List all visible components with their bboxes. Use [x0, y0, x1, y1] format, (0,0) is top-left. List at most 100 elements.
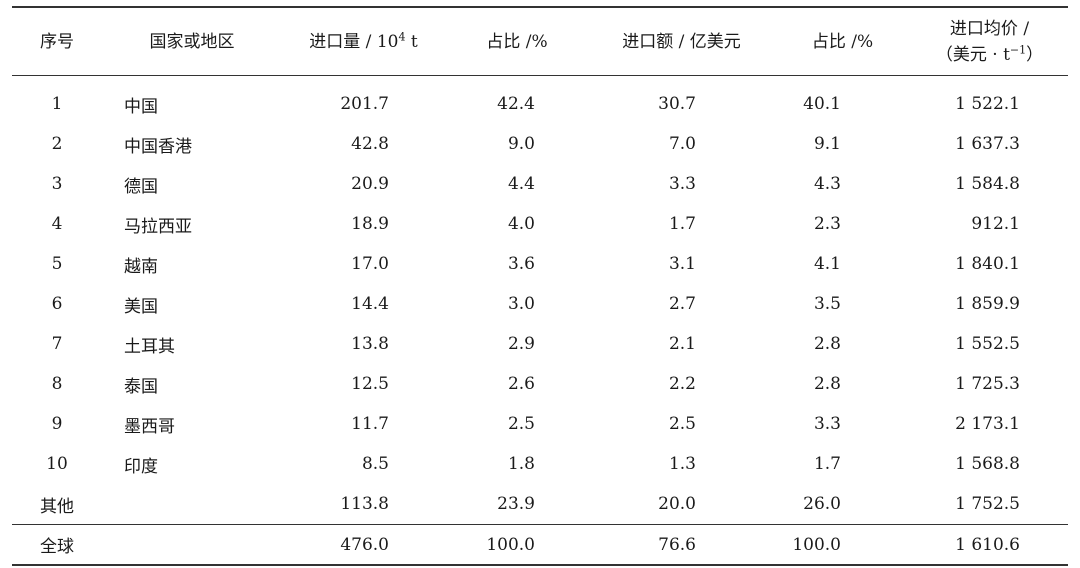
- cell-amount-share: 9.1: [813, 134, 841, 154]
- cell-volume-share: 23.9: [497, 494, 535, 514]
- total-amount: 76.6: [658, 534, 696, 555]
- cell-volume: 201.7: [340, 94, 389, 114]
- table-row: 6 美国 14.4 3.0 2.7 3.5 1 859.9: [12, 284, 1068, 324]
- cell-amount-share: 3.3: [813, 414, 841, 434]
- cell-amount-share: 1.7: [813, 454, 841, 474]
- cell-region: 中国: [124, 96, 158, 117]
- table-row: 10 印度 8.5 1.8 1.3 1.7 1 568.8: [12, 444, 1068, 484]
- header-amount: 进口额 / 亿美元: [622, 31, 741, 52]
- cell-volume: 13.8: [351, 334, 389, 354]
- table-row: 4 马拉西亚 18.9 4.0 1.7 2.3 912.1: [12, 204, 1068, 244]
- cell-volume: 11.7: [351, 414, 389, 434]
- cell-amount: 1.3: [668, 454, 696, 474]
- data-table-body: 1 中国 201.7 42.4 30.7 40.1 1 522.1 2 中国香港 42.8 9.0 7…: [12, 76, 1068, 524]
- total-volume: 476.0: [340, 534, 389, 555]
- cell-amount: 2.7: [668, 294, 696, 314]
- cell-amount: 2.5: [668, 414, 696, 434]
- cell-volume-share: 4.0: [507, 214, 535, 234]
- table-row: 5 越南 17.0 3.6 3.1 4.1 1 840.1: [12, 244, 1068, 284]
- total-price: 1 610.6: [955, 534, 1020, 555]
- table-row: 9 墨西哥 11.7 2.5 2.5 3.3 2 173.1: [12, 404, 1068, 444]
- total-amount-share: 100.0: [792, 534, 841, 555]
- cell-amount-share: 2.8: [813, 334, 841, 354]
- header-volume-suffix: t: [405, 31, 418, 52]
- header-price-line2-suffix: ）: [1026, 44, 1044, 65]
- import-table: 序号 国家或地区 进口量 / 104 t 占比 /% 进口额 / 亿美元 占比 …: [12, 6, 1068, 566]
- cell-index: 5: [51, 254, 63, 274]
- header-index: 序号: [40, 31, 74, 52]
- cell-amount: 3.1: [668, 254, 696, 274]
- header-rule: [12, 75, 1068, 76]
- cell-price: 1 568.8: [955, 454, 1020, 474]
- cell-price: 1 552.5: [955, 334, 1020, 354]
- header-region: 国家或地区: [149, 31, 235, 52]
- cell-volume-share: 42.4: [497, 94, 535, 114]
- cell-amount-share: 2.8: [813, 374, 841, 394]
- cell-region: 土耳其: [124, 336, 175, 357]
- table-row: 1 中国 201.7 42.4 30.7 40.1 1 522.1: [12, 84, 1068, 124]
- cell-volume-share: 3.6: [507, 254, 535, 274]
- cell-price: 1 584.8: [955, 174, 1020, 194]
- cell-price: 1 522.1: [955, 94, 1020, 114]
- cell-price: 1 840.1: [955, 254, 1020, 274]
- cell-index: 9: [51, 414, 63, 434]
- cell-price: 1 752.5: [955, 494, 1020, 514]
- table-row: 7 土耳其 13.8 2.9 2.1 2.8 1 552.5: [12, 324, 1068, 364]
- cell-index: 其他: [40, 496, 74, 517]
- cell-volume-share: 3.0: [507, 294, 535, 314]
- cell-price: 1 859.9: [955, 294, 1020, 314]
- cell-volume: 18.9: [351, 214, 389, 234]
- header-volume-share: 占比 /%: [486, 31, 548, 52]
- cell-amount: 30.7: [658, 94, 696, 114]
- cell-amount-share: 40.1: [803, 94, 841, 114]
- cell-volume: 20.9: [351, 174, 389, 194]
- cell-amount: 7.0: [668, 134, 696, 154]
- cell-volume-share: 2.5: [507, 414, 535, 434]
- header-volume-prefix: 进口量 / 10: [309, 31, 399, 52]
- cell-volume: 113.8: [340, 494, 389, 514]
- cell-volume-share: 2.6: [507, 374, 535, 394]
- table-row: 2 中国香港 42.8 9.0 7.0 9.1 1 637.3: [12, 124, 1068, 164]
- cell-region: 墨西哥: [124, 416, 175, 437]
- cell-index: 6: [51, 294, 63, 314]
- cell-price: 2 173.1: [955, 414, 1020, 434]
- table-row: 其他 113.8 23.9 20.0 26.0 1 752.5: [12, 484, 1068, 524]
- table-row: 3 德国 20.9 4.4 3.3 4.3 1 584.8: [12, 164, 1068, 204]
- cell-amount-share: 4.1: [813, 254, 841, 274]
- total-rule: [12, 524, 1068, 525]
- cell-volume: 12.5: [351, 374, 389, 394]
- cell-volume-share: 1.8: [507, 454, 535, 474]
- cell-region: 越南: [124, 256, 158, 277]
- cell-amount-share: 4.3: [813, 174, 841, 194]
- cell-region: 印度: [124, 456, 158, 477]
- cell-volume: 14.4: [351, 294, 389, 314]
- cell-region: 泰国: [124, 376, 158, 397]
- cell-amount: 3.3: [668, 174, 696, 194]
- table-body: 1 中国 201.7 42.4 30.7 40.1 1 522.1 2 中国香港 42.8 9.0 7…: [12, 76, 1068, 524]
- cell-volume: 8.5: [361, 454, 389, 474]
- cell-volume-share: 9.0: [507, 134, 535, 154]
- data-table: 序号 国家或地区 进口量 / 104 t 占比 /% 进口额 / 亿美元 占比 …: [12, 8, 1068, 75]
- cell-volume-share: 4.4: [507, 174, 535, 194]
- cell-amount: 1.7: [668, 214, 696, 234]
- header-price-line2-prefix: （美元 · t: [935, 44, 1010, 65]
- cell-amount-share: 2.3: [813, 214, 841, 234]
- header-price-line2: （美元 · t−1）: [911, 42, 1068, 68]
- cell-region: 美国: [124, 296, 158, 317]
- bottom-rule: [12, 564, 1068, 566]
- cell-volume: 17.0: [351, 254, 389, 274]
- cell-region: [102, 484, 282, 524]
- header-price: 进口均价 / （美元 · t−1）: [911, 8, 1068, 75]
- header-price-line1: 进口均价 /: [949, 18, 1030, 39]
- cell-region: 马拉西亚: [124, 216, 192, 237]
- header-volume-sup: 4: [398, 29, 406, 43]
- total-region: [102, 525, 282, 564]
- cell-price: 1 637.3: [955, 134, 1020, 154]
- cell-index: 1: [51, 94, 63, 114]
- cell-volume: 42.8: [351, 134, 389, 154]
- cell-index: 10: [46, 454, 68, 474]
- header-volume: 进口量 / 104 t: [282, 8, 445, 75]
- cell-price: 912.1: [971, 214, 1020, 234]
- header-price-sup: −1: [1009, 42, 1027, 56]
- total-row: 全球 476.0 100.0 76.6 100.0 1 610.6: [12, 525, 1068, 564]
